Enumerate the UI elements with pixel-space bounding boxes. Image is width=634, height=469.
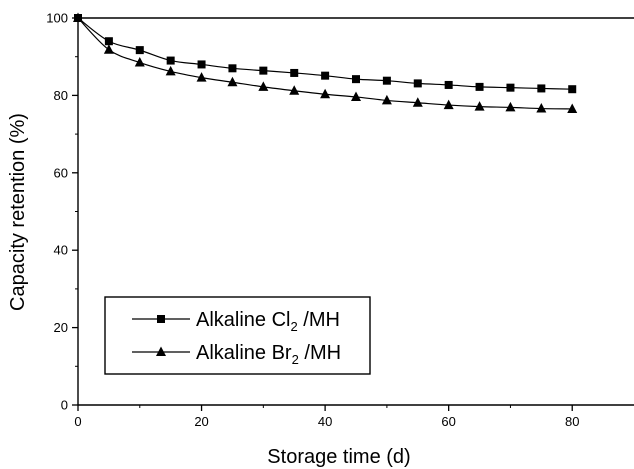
data-point-square-35 — [290, 68, 299, 77]
legend-label-square: Alkaline Cl2 /MH — [196, 309, 340, 334]
y-tick-label-40: 40 — [54, 243, 68, 258]
legend-entries: Alkaline Cl2 /MH Alkaline Br2 /MH — [132, 309, 341, 367]
data-point-triangle-50 — [381, 94, 392, 105]
data-point-square-10 — [135, 46, 144, 55]
data-point-triangle-25 — [227, 76, 238, 87]
data-point-triangle-5 — [103, 44, 114, 54]
data-point-triangle-45 — [351, 91, 361, 101]
data-point-square-25 — [228, 64, 237, 73]
series-layer — [73, 12, 578, 113]
data-point-square-60 — [444, 80, 453, 89]
data-point-triangle-65 — [474, 101, 485, 111]
y-axis-label: Capacity retention (%) — [7, 113, 29, 311]
data-point-square-55 — [413, 79, 422, 88]
legend-entry-square: Alkaline Cl2 /MH — [132, 309, 340, 334]
data-point-triangle-30 — [258, 81, 269, 91]
data-point-triangle-15 — [165, 65, 176, 76]
data-point-triangle-60 — [443, 99, 454, 110]
data-point-square-50 — [382, 76, 391, 85]
data-point-triangle-10 — [134, 57, 145, 67]
data-point-triangle-75 — [536, 103, 547, 113]
data-point-square-75 — [537, 84, 546, 93]
y-tick-label-20: 20 — [54, 320, 68, 335]
legend-entry-triangle: Alkaline Br2 /MH — [132, 342, 341, 367]
series-square — [74, 14, 577, 94]
x-tick-label-80: 80 — [565, 414, 579, 429]
series-triangle — [73, 12, 578, 113]
x-tick-label-20: 20 — [194, 414, 208, 429]
data-point-triangle-20 — [196, 72, 207, 82]
data-point-square-20 — [197, 60, 206, 69]
data-point-square-30 — [259, 66, 268, 75]
legend-label-triangle: Alkaline Br2 /MH — [196, 342, 341, 367]
data-point-square-15 — [166, 56, 175, 65]
legend-marker-triangle — [156, 346, 166, 356]
y-tick-label-100: 100 — [46, 11, 68, 26]
y-tick-label-80: 80 — [54, 88, 68, 103]
data-point-square-40 — [321, 71, 330, 80]
data-point-triangle-55 — [412, 97, 423, 107]
x-axis-label: Storage time (d) — [267, 446, 410, 468]
x-tick-label-0: 0 — [74, 414, 81, 429]
legend-marker-square — [157, 315, 165, 323]
y-tick-label-60: 60 — [54, 165, 68, 180]
data-point-square-5 — [104, 37, 113, 46]
axis-ticks: 0 20 40 60 80 0 20 40 60 80 100 — [46, 11, 579, 430]
x-tick-label-60: 60 — [441, 414, 455, 429]
legend-box — [104, 296, 371, 375]
data-point-triangle-40 — [320, 88, 331, 99]
data-point-square-80 — [568, 85, 577, 94]
data-point-triangle-0 — [73, 12, 83, 22]
data-point-square-45 — [352, 75, 360, 84]
data-point-square-70 — [506, 83, 515, 92]
data-point-triangle-80 — [567, 103, 578, 113]
data-point-triangle-35 — [289, 85, 300, 95]
y-tick-label-0: 0 — [61, 398, 68, 413]
x-tick-label-40: 40 — [318, 414, 332, 429]
legend: Alkaline Cl2 /MH Alkaline Br2 /MH — [104, 296, 371, 375]
data-point-triangle-70 — [505, 101, 516, 112]
data-point-square-65 — [475, 82, 484, 91]
